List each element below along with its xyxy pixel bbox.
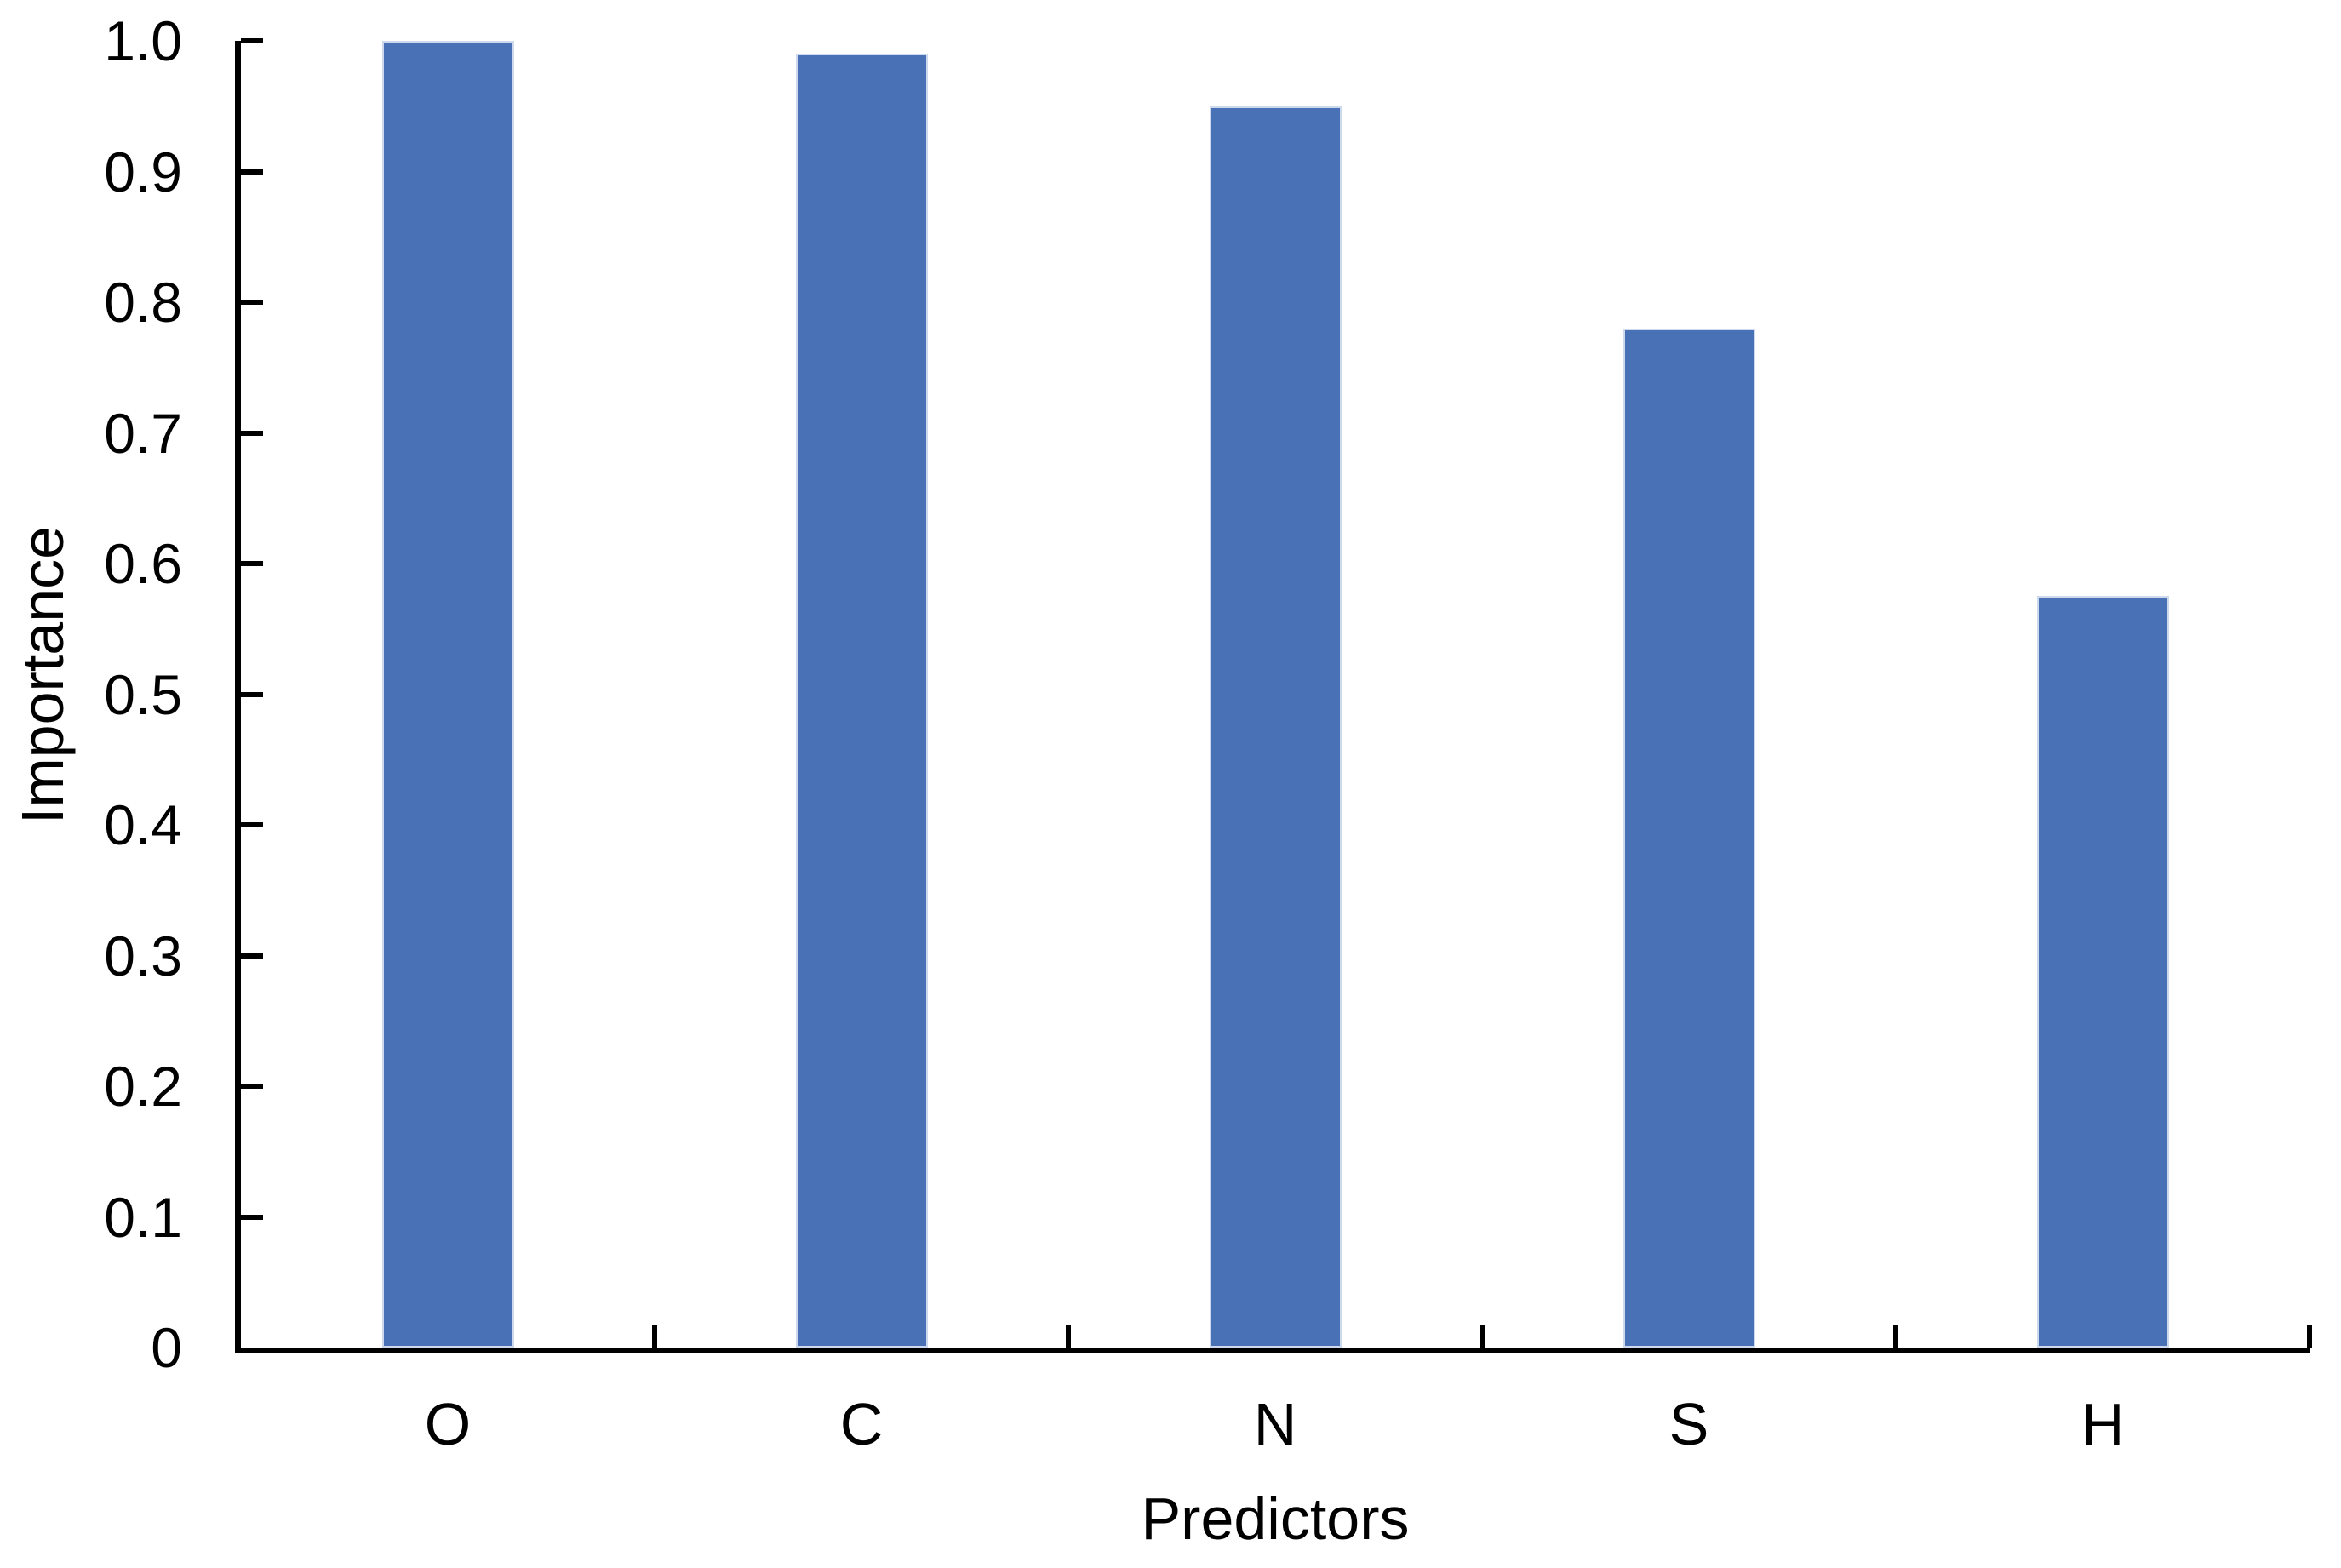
- bar-N: [1209, 106, 1342, 1348]
- x-axis-tick: [1066, 1325, 1071, 1348]
- x-category-label: H: [2081, 1391, 2125, 1457]
- x-category-label: O: [424, 1391, 472, 1457]
- x-axis-tick: [2307, 1325, 2312, 1348]
- x-axis-tick: [1480, 1325, 1485, 1348]
- y-axis-tick: [241, 430, 263, 436]
- y-tick-label: 0.4: [104, 793, 182, 856]
- y-axis-tick: [241, 953, 263, 959]
- bar-O: [381, 41, 514, 1348]
- y-axis-tick: [241, 300, 263, 305]
- x-category-label: S: [1668, 1391, 1709, 1457]
- y-tick-label: 1.0: [104, 9, 182, 72]
- bar-C: [795, 54, 928, 1348]
- plot-area: [235, 38, 2312, 1353]
- x-axis-tick: [652, 1325, 657, 1348]
- y-tick-label: 0.9: [104, 140, 182, 203]
- y-tick-label: 0.5: [104, 662, 182, 726]
- x-category-label: N: [1253, 1391, 1297, 1457]
- bar-S: [1623, 329, 1755, 1348]
- y-tick-label: 0.7: [104, 401, 182, 465]
- bar-H: [2036, 596, 2169, 1348]
- y-axis-tick: [241, 822, 263, 827]
- y-axis-tick: [241, 1214, 263, 1220]
- y-tick-label: 0.1: [104, 1185, 182, 1249]
- y-tick-label: 0: [151, 1316, 182, 1379]
- y-axis-tick: [241, 169, 263, 175]
- y-tick-label: 0.2: [104, 1055, 182, 1118]
- x-axis-tick: [1893, 1325, 1898, 1348]
- y-tick-label: 0.3: [104, 924, 182, 987]
- y-axis-tick: [241, 691, 263, 697]
- y-axis-tick: [241, 38, 263, 43]
- x-category-label: C: [839, 1391, 884, 1457]
- x-axis-title: Predictors: [1141, 1485, 1410, 1552]
- y-axis-tick: [241, 561, 263, 566]
- y-tick-label: 0.6: [104, 532, 182, 595]
- y-axis-tick: [241, 1084, 263, 1089]
- y-tick-label: 0.8: [104, 271, 182, 334]
